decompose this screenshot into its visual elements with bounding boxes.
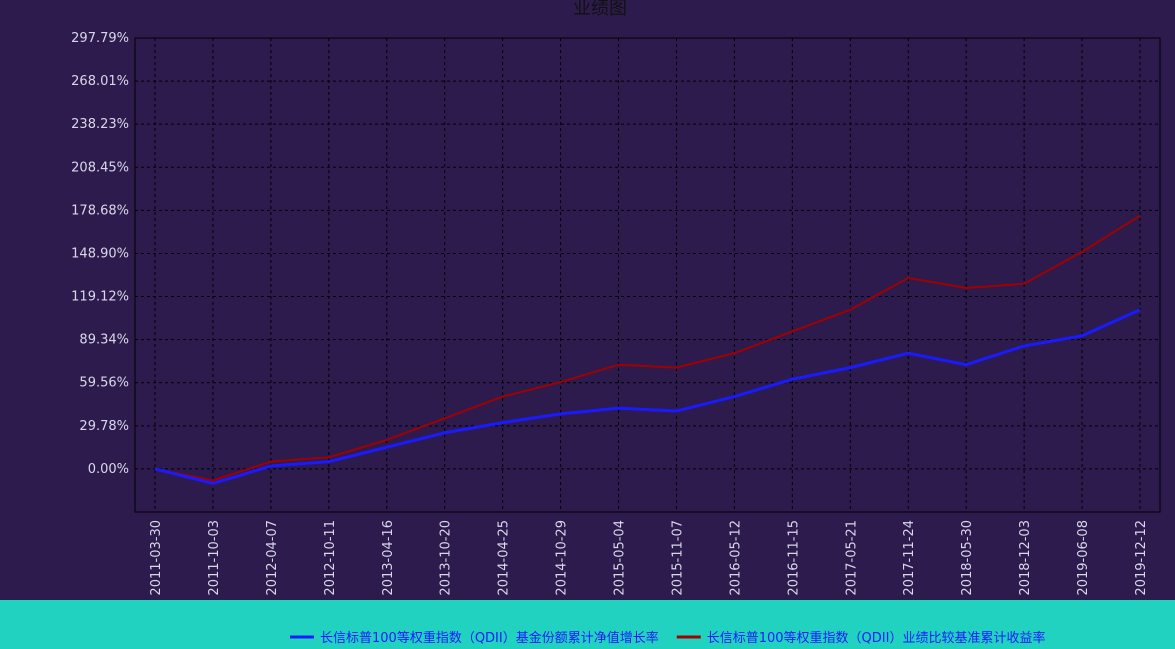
y-tick-label: 119.12%: [71, 290, 129, 305]
x-tick-label: 2019-12-12: [1134, 520, 1149, 596]
y-tick-label: 268.01%: [71, 74, 129, 89]
legend-label: 长信标普100等权重指数（QDII）基金份额累计净值增长率: [320, 630, 659, 646]
legend-label: 长信标普100等权重指数（QDII）业绩比较基准累计收益率: [707, 630, 1046, 646]
y-tick-label: 29.78%: [79, 419, 129, 434]
x-tick-label: 2013-10-20: [439, 520, 454, 596]
x-tick-label: 2019-06-08: [1076, 520, 1091, 596]
x-tick-label: 2014-04-25: [497, 520, 512, 596]
x-tick-label: 2018-05-30: [960, 520, 975, 596]
x-tick-label: 2011-10-03: [207, 520, 222, 596]
x-tick-label: 2011-03-30: [149, 520, 164, 596]
x-tick-label: 2016-05-12: [728, 520, 743, 596]
x-tick-label: 2012-10-11: [323, 520, 338, 596]
x-tick-label: 2015-11-07: [670, 520, 685, 596]
series-line: [154, 214, 1141, 482]
x-tick-label: 2017-05-21: [844, 520, 859, 596]
x-tick-label: 2014-10-29: [555, 520, 570, 596]
y-tick-label: 89.34%: [79, 333, 129, 348]
y-tick-label: 0.00%: [88, 462, 129, 477]
x-tick-label: 2012-04-07: [265, 520, 280, 596]
x-tick-label: 2016-11-15: [786, 520, 801, 596]
y-tick-label: 208.45%: [71, 160, 129, 175]
x-tick-label: 2018-12-03: [1018, 520, 1033, 596]
y-tick-label: 297.79%: [71, 31, 129, 46]
series-line: [154, 308, 1141, 485]
x-tick-label: 2017-11-24: [902, 520, 917, 596]
y-tick-label: 148.90%: [71, 246, 129, 261]
y-tick-label: 238.23%: [71, 117, 129, 132]
y-tick-label: 59.56%: [79, 376, 129, 391]
y-tick-label: 178.68%: [71, 203, 129, 218]
x-tick-label: 2013-04-16: [381, 520, 396, 596]
legend-strip: [0, 600, 1175, 649]
chart-title: 业绩图: [573, 0, 627, 19]
x-tick-label: 2015-05-04: [613, 520, 628, 596]
